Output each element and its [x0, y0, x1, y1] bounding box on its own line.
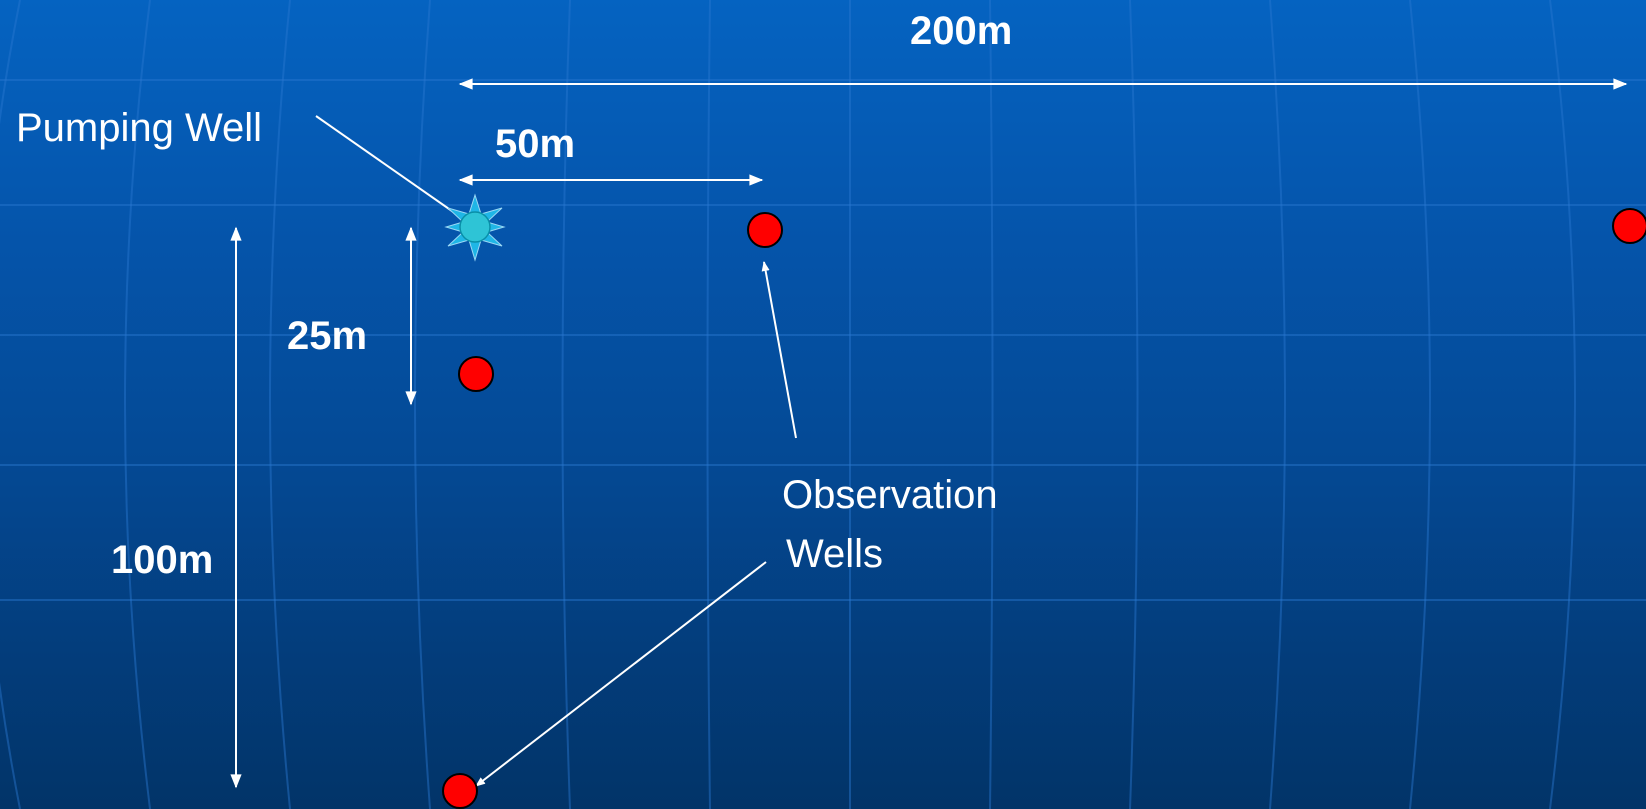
dimension-label-50m: 50m [495, 122, 575, 166]
observation-wells-label-line1: Observation [782, 473, 998, 517]
dimension-label-25m: 25m [287, 314, 367, 358]
dimension-label-100m: 100m [111, 538, 213, 582]
pumping-well-icon [444, 193, 506, 262]
observation-well-100m [442, 773, 478, 809]
observation-pointer-down [475, 561, 767, 787]
observation-well-25m [458, 356, 494, 392]
observation-pointer-up [761, 261, 797, 439]
observation-wells-label-line2: Wells [786, 532, 883, 576]
observation-well-50m [747, 212, 783, 248]
dimension-label-200m: 200m [910, 9, 1012, 53]
pumping-well-label: Pumping Well [16, 106, 262, 150]
pumping-well-pointer [315, 115, 473, 226]
observation-well-200m [1612, 208, 1646, 244]
